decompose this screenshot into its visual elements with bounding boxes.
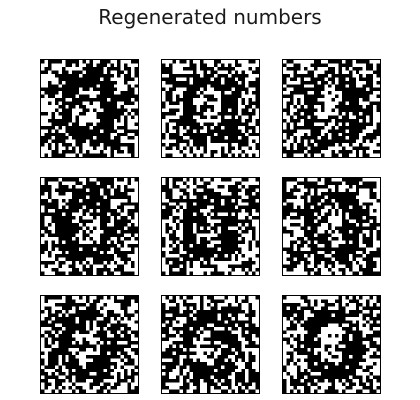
regenerated-digit-5 [162, 178, 259, 275]
regenerated-digit-9 [283, 296, 380, 393]
regenerated-digit-8 [162, 296, 259, 393]
regenerated-digit-4 [41, 178, 138, 275]
regenerated-digit-7 [41, 296, 138, 393]
regenerated-digit-2 [162, 60, 259, 157]
regenerated-digit-3 [283, 60, 380, 157]
regenerated-digit-6 [283, 178, 380, 275]
regenerated-digit-1 [41, 60, 138, 157]
